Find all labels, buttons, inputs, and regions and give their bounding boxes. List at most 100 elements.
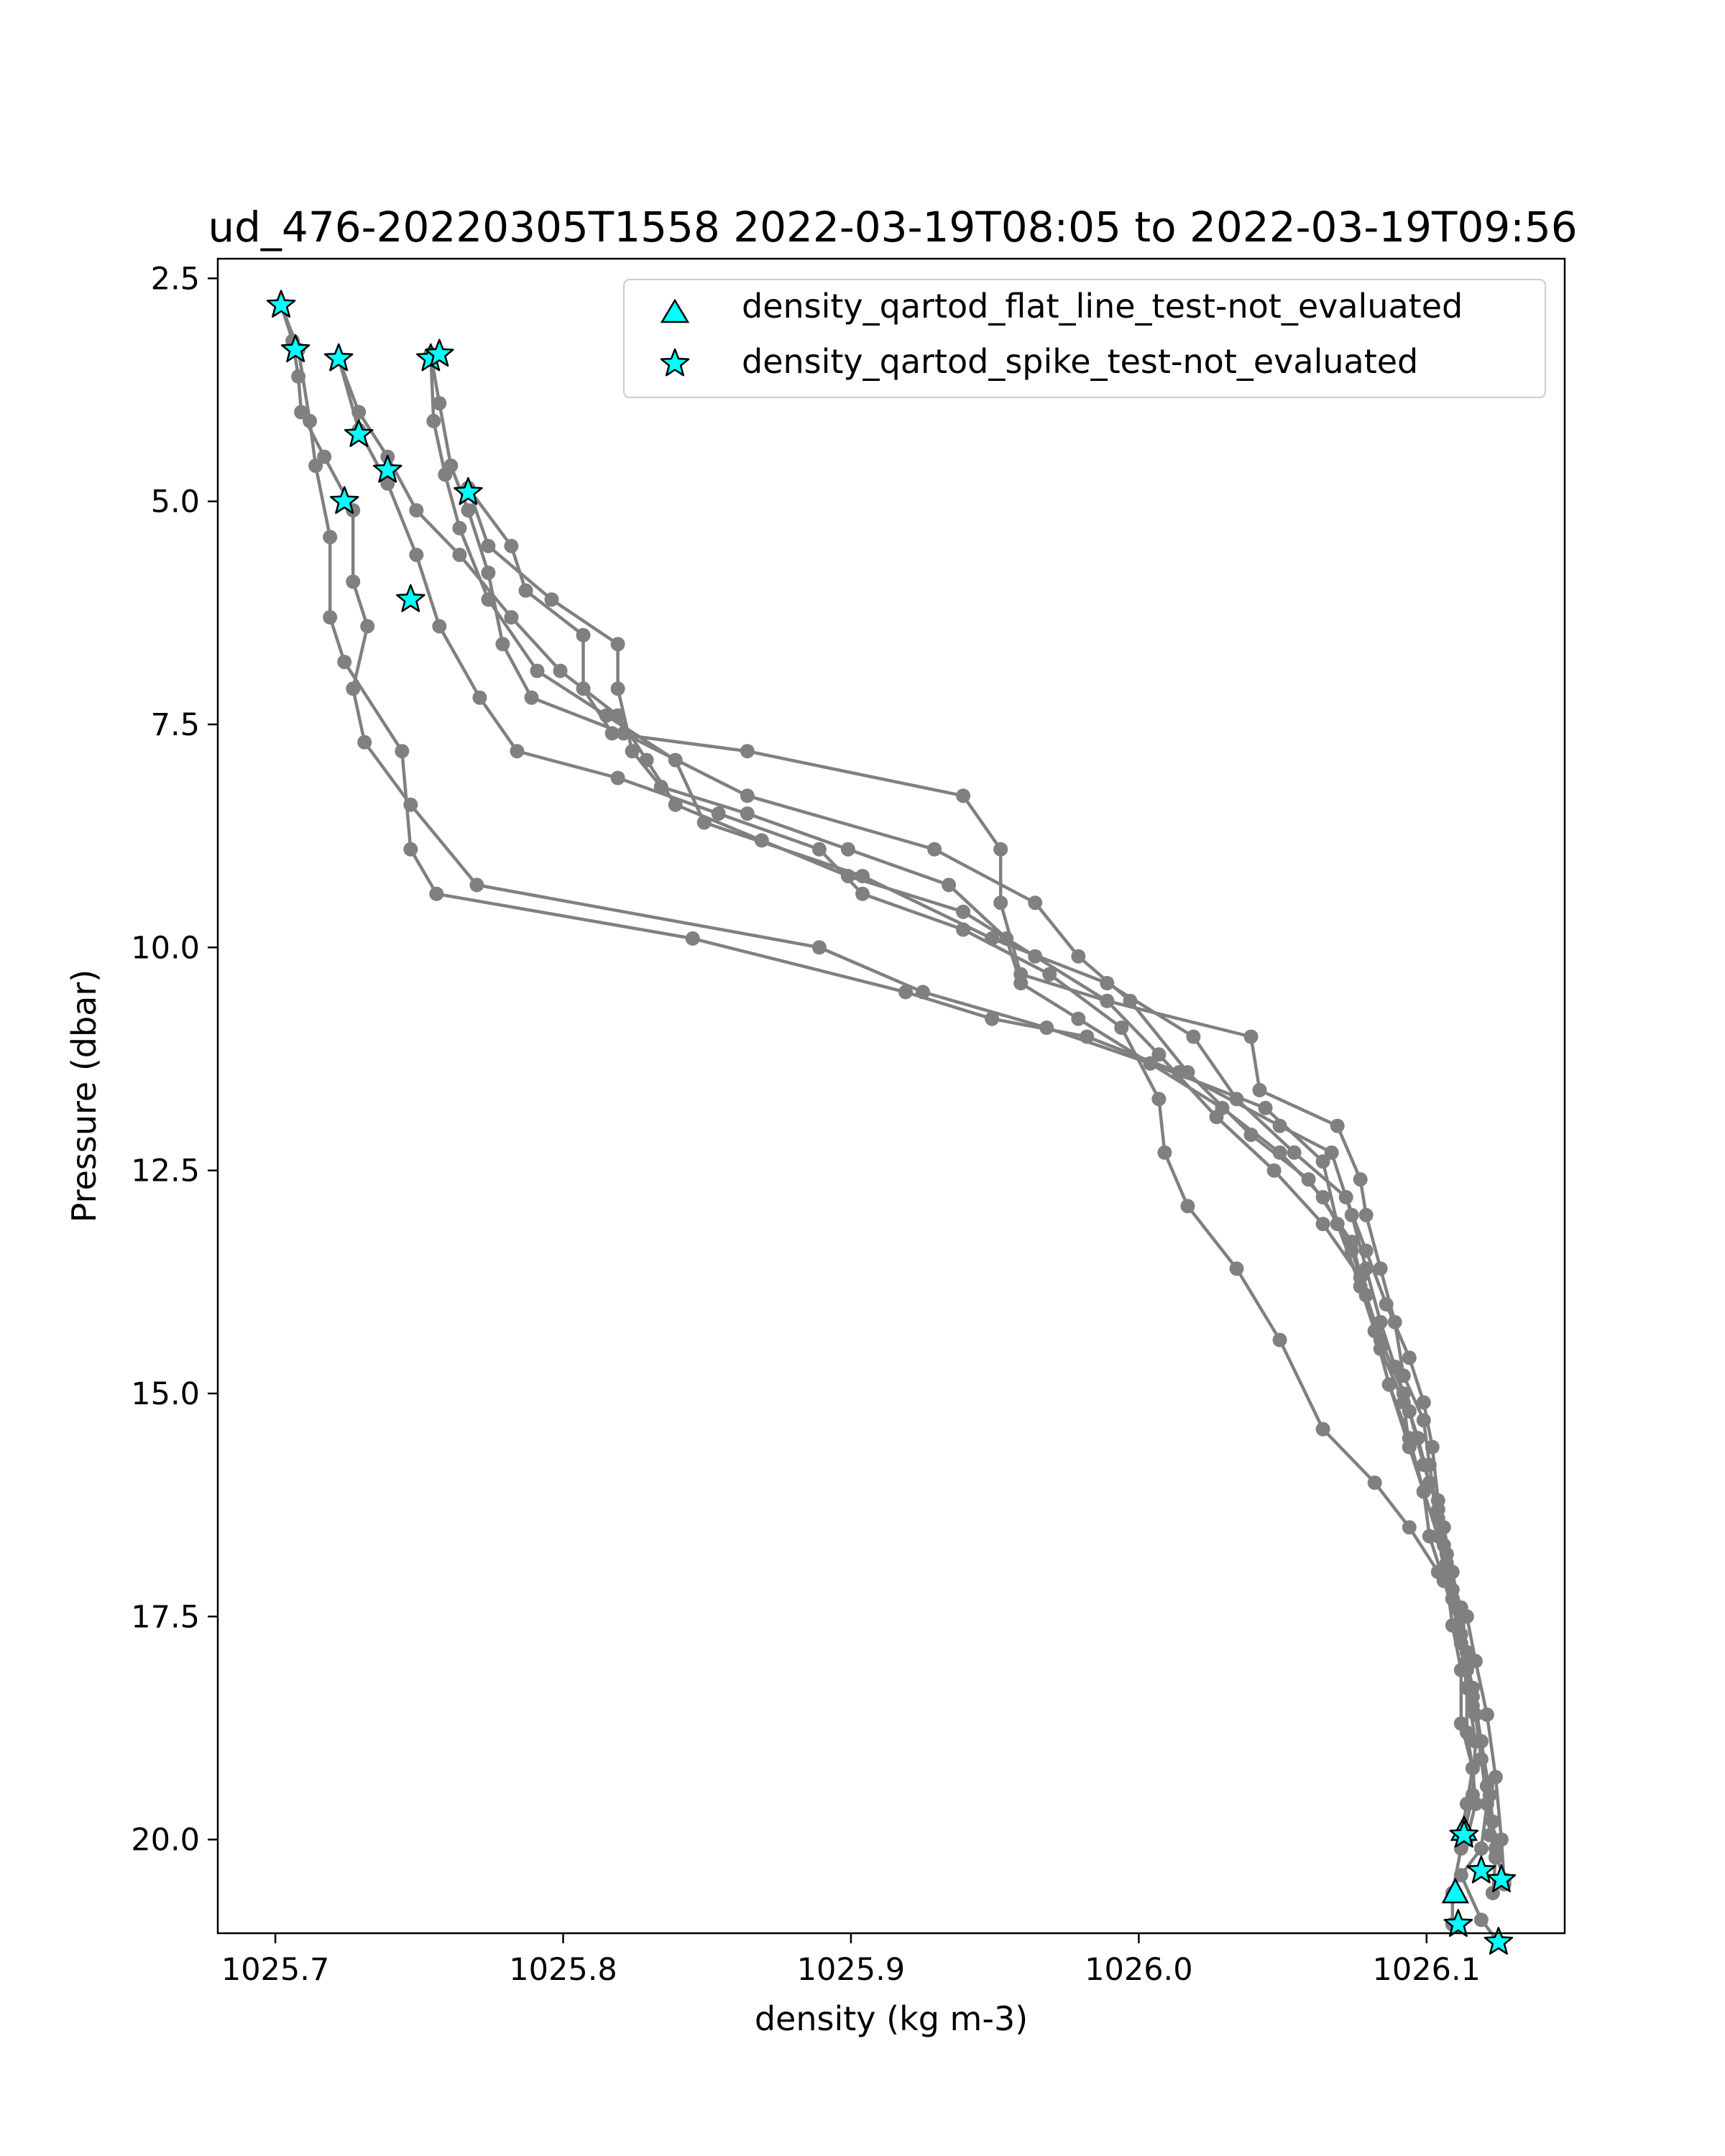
data-point xyxy=(1396,1368,1411,1383)
legend-box xyxy=(623,279,1546,398)
data-point xyxy=(740,806,755,821)
data-point xyxy=(740,788,755,803)
data-point xyxy=(993,842,1008,857)
data-point xyxy=(1272,1332,1287,1348)
y-tick-label: 5.0 xyxy=(151,484,200,520)
data-point xyxy=(426,413,441,428)
data-point xyxy=(1330,1118,1345,1133)
data-point xyxy=(432,396,447,411)
data-point xyxy=(337,655,352,670)
data-point xyxy=(524,690,539,705)
data-point xyxy=(1402,1439,1417,1455)
data-point xyxy=(1071,1011,1086,1026)
flat-line-flag-marker xyxy=(1441,1877,1469,1904)
legend-triangle-marker-icon xyxy=(660,298,690,323)
y-tick-label: 17.5 xyxy=(131,1599,200,1635)
data-point xyxy=(625,744,640,759)
data-point xyxy=(1272,1118,1287,1133)
data-point xyxy=(472,690,487,705)
data-point xyxy=(668,752,683,768)
spike-flag-marker xyxy=(1466,1855,1496,1884)
y-tick-label: 10.0 xyxy=(131,930,200,966)
data-point xyxy=(685,931,700,946)
data-point xyxy=(1402,1350,1417,1365)
data-point xyxy=(1459,1797,1474,1811)
data-point xyxy=(576,627,591,642)
data-point xyxy=(610,770,625,786)
data-point xyxy=(403,842,418,857)
data-point xyxy=(495,637,510,652)
data-point xyxy=(1287,1145,1302,1160)
data-point xyxy=(1453,1716,1468,1731)
data-point xyxy=(1473,1734,1489,1749)
data-point xyxy=(1488,1769,1503,1784)
star-icon xyxy=(660,348,690,377)
data-point xyxy=(308,459,323,473)
data-point xyxy=(1229,1092,1244,1107)
data-point xyxy=(510,744,525,759)
plot-area xyxy=(266,290,1517,1955)
data-point xyxy=(711,806,726,821)
data-point xyxy=(1180,1199,1195,1214)
data-point xyxy=(291,369,306,384)
data-point xyxy=(1266,1163,1282,1178)
data-point xyxy=(1315,1217,1330,1232)
spike-flag-marker xyxy=(329,486,359,515)
data-point xyxy=(1301,1172,1316,1187)
data-point xyxy=(1459,1645,1474,1659)
x-tick-label: 1026.1 xyxy=(1373,1952,1481,1988)
data-point xyxy=(1410,1431,1425,1446)
data-point xyxy=(409,548,424,563)
data-point xyxy=(1272,1145,1287,1160)
data-point xyxy=(1453,1662,1468,1677)
data-point xyxy=(1100,993,1115,1008)
data-point xyxy=(1358,1288,1374,1303)
data-point xyxy=(916,985,930,1000)
data-point xyxy=(1344,1243,1359,1258)
data-point xyxy=(855,869,870,883)
data-point xyxy=(403,797,418,812)
x-tick-label: 1025.8 xyxy=(509,1952,617,1988)
data-point xyxy=(1324,1145,1339,1160)
data-point xyxy=(840,842,855,857)
data-point xyxy=(696,815,712,830)
data-point xyxy=(1071,949,1086,964)
data-point xyxy=(1422,1457,1437,1473)
y-tick-label: 7.5 xyxy=(151,707,200,743)
data-point xyxy=(1215,1100,1230,1115)
data-point xyxy=(1416,1395,1431,1410)
data-point xyxy=(1151,1047,1167,1062)
data-point xyxy=(1373,1261,1388,1276)
data-point xyxy=(1479,1707,1494,1722)
data-point xyxy=(1013,967,1029,982)
data-point xyxy=(1465,1690,1480,1704)
data-point xyxy=(317,449,332,464)
data-point xyxy=(653,779,668,794)
data-point xyxy=(855,886,870,901)
data-point xyxy=(323,610,338,625)
data-point xyxy=(1100,976,1115,990)
data-point xyxy=(544,592,559,607)
spike-flag-marker xyxy=(1484,1927,1514,1955)
data-point xyxy=(1258,1100,1273,1115)
y-tick-label: 15.0 xyxy=(131,1376,200,1412)
data-point xyxy=(1180,1065,1195,1080)
data-point xyxy=(576,681,591,696)
data-point xyxy=(1028,895,1043,911)
y-axis-label: Pressure (dbar) xyxy=(65,969,104,1222)
spike-flag-marker xyxy=(266,290,296,318)
legend-star-marker-icon xyxy=(660,348,690,377)
x-tick-label: 1025.7 xyxy=(221,1952,329,1988)
data-point xyxy=(518,583,533,598)
y-tick-label: 12.5 xyxy=(131,1153,200,1189)
data-point xyxy=(927,842,942,857)
data-point xyxy=(1042,967,1057,982)
data-point xyxy=(1465,1761,1480,1776)
data-point xyxy=(1416,1413,1431,1428)
x-axis: 1025.7 1025.8 1025.9 1026.0 1026.1 xyxy=(221,1933,1481,1988)
data-point xyxy=(429,886,444,901)
data-point xyxy=(1367,1475,1382,1491)
data-point xyxy=(357,734,372,750)
data-point xyxy=(1396,1395,1411,1410)
y-axis: 2.5 5.0 7.5 10.0 12.5 15.0 17.5 20.0 xyxy=(131,261,218,1858)
